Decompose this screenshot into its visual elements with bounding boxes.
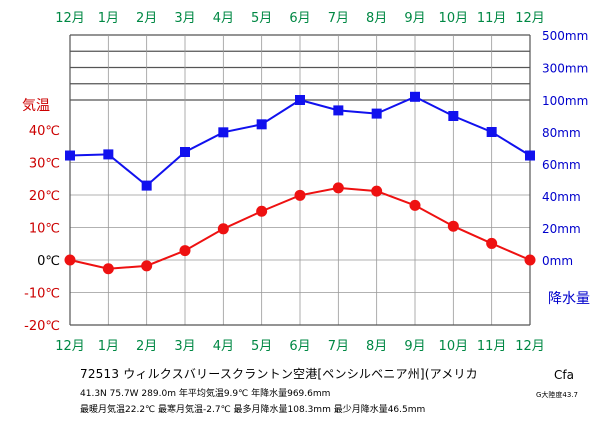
- temperature-point: [179, 245, 191, 257]
- left-tick-label: 20℃: [29, 189, 60, 204]
- precipitation-point: [141, 180, 152, 191]
- temperature-point: [447, 220, 459, 232]
- month-label-top: 12月: [515, 11, 545, 26]
- precipitation-point: [448, 111, 459, 121]
- month-label-top: 2月: [136, 11, 157, 26]
- precipitation-point: [65, 150, 75, 161]
- month-label-top: 10月: [439, 11, 469, 26]
- precipitation-point: [486, 127, 497, 137]
- temperature-point: [256, 205, 268, 217]
- temperature-point: [64, 254, 76, 266]
- left-axis-title: 気温: [22, 98, 50, 114]
- month-label-bottom: 5月: [251, 339, 272, 354]
- month-label-bottom: 7月: [328, 339, 349, 354]
- station-stats-line-2: 最暖月気温22.2℃ 最寒月気温-2.7℃ 最多月降水量108.3mm 最少月降…: [80, 405, 426, 415]
- precipitation-point: [218, 127, 229, 138]
- left-tick-label: -20℃: [24, 319, 60, 334]
- right-tick-label: 100mm: [542, 94, 588, 108]
- left-tick-label: -10℃: [24, 287, 60, 302]
- temperature-point: [486, 237, 498, 249]
- precipitation-point: [371, 108, 382, 119]
- precipitation-point: [256, 119, 267, 130]
- month-label-bottom: 12月: [55, 339, 85, 354]
- station-title: 72513 ウィルクスバリースクラントン空港[ペンシルベニア州](アメリカ: [80, 367, 478, 381]
- right-tick-label: 80mm: [542, 126, 581, 140]
- right-tick-label: 500mm: [542, 29, 588, 43]
- month-label-top: 8月: [366, 11, 387, 26]
- precipitation-point: [333, 105, 344, 116]
- continentality-index: G大陸度43.7: [536, 391, 579, 399]
- month-label-top: 4月: [213, 11, 234, 26]
- right-axis-title: 降水量: [548, 291, 590, 307]
- month-label-bottom: 2月: [136, 339, 157, 354]
- right-tick-label: 60mm: [542, 158, 581, 172]
- temperature-point: [409, 199, 421, 211]
- precipitation-point: [103, 149, 114, 160]
- month-label-bottom: 10月: [439, 339, 469, 354]
- temperature-point: [524, 254, 536, 266]
- left-tick-label: 30℃: [29, 157, 60, 172]
- precipitation-point: [295, 95, 305, 105]
- temperature-point: [332, 182, 344, 194]
- month-label-top: 11月: [477, 11, 507, 26]
- month-label-bottom: 11月: [477, 339, 507, 354]
- temperature-point: [217, 223, 229, 235]
- month-label-top: 7月: [328, 11, 349, 26]
- precipitation-point: [410, 91, 420, 102]
- right-tick-label: 40mm: [542, 190, 581, 204]
- station-stats-line-1: 41.3N 75.7W 289.0m 年平均気温9.9℃ 年降水量969.6mm: [80, 389, 331, 399]
- month-label-top: 1月: [98, 11, 119, 26]
- left-tick-label: 40℃: [29, 124, 60, 139]
- temperature-point: [141, 260, 153, 272]
- month-label-top: 12月: [55, 11, 85, 26]
- climate-classification: Cfa: [554, 368, 574, 382]
- temperature-point: [294, 189, 306, 201]
- month-label-top: 9月: [404, 11, 425, 26]
- left-tick-label: 10℃: [29, 222, 60, 237]
- month-label-top: 5月: [251, 11, 272, 26]
- month-label-top: 3月: [174, 11, 195, 26]
- right-tick-label: 20mm: [542, 222, 581, 236]
- month-label-bottom: 4月: [213, 339, 234, 354]
- month-label-top: 6月: [289, 11, 310, 26]
- month-label-bottom: 12月: [515, 339, 545, 354]
- temperature-point: [102, 263, 114, 275]
- month-label-bottom: 3月: [174, 339, 195, 354]
- right-tick-label: 300mm: [542, 62, 588, 76]
- left-tick-label: 0℃: [37, 254, 60, 269]
- temperature-point: [371, 185, 383, 197]
- precipitation-point: [525, 150, 535, 161]
- month-label-bottom: 1月: [98, 339, 119, 354]
- month-label-bottom: 6月: [289, 339, 310, 354]
- precipitation-point: [180, 147, 190, 157]
- right-tick-label: 0mm: [542, 254, 573, 268]
- month-label-bottom: 8月: [366, 339, 387, 354]
- month-label-bottom: 9月: [404, 339, 425, 354]
